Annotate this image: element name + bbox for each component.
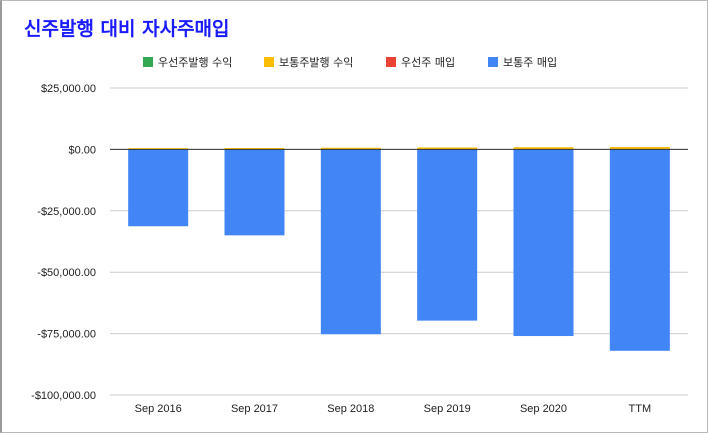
- legend-label-2: 보통주발행 수익: [279, 56, 353, 69]
- legend-swatch-3: [386, 57, 396, 67]
- bar-2-4: [417, 147, 478, 150]
- bar-4-5: [513, 149, 574, 337]
- y-tick-label-4: -$50,000.00: [37, 267, 96, 279]
- legend-swatch-4: [488, 57, 498, 67]
- x-tick-label-2: Sep 2017: [231, 403, 278, 415]
- y-tick-label-1: $25,000.00: [41, 83, 96, 95]
- legend-swatch-1: [143, 57, 153, 67]
- legend-swatch-2: [264, 57, 274, 67]
- bar-2-6: [609, 147, 670, 150]
- y-tick-label-6: -$100,000.00: [31, 390, 96, 402]
- bar-4-6: [609, 149, 670, 351]
- y-tick-label-5: -$75,000.00: [37, 329, 96, 341]
- bar-2-3: [320, 147, 381, 150]
- bar-4-3: [320, 149, 381, 335]
- x-tick-label-1: Sep 2016: [135, 403, 182, 415]
- bar-2-2: [224, 148, 285, 150]
- bar-4-2: [224, 149, 285, 236]
- y-tick-label-2: $0.00: [68, 144, 96, 156]
- bar-4-1: [128, 149, 189, 227]
- chart-title: 신주발행 대비 자사주매입: [24, 18, 230, 40]
- bar-4-4: [417, 149, 478, 321]
- x-tick-label-3: Sep 2018: [327, 403, 374, 415]
- legend-label-1: 우선주발행 수익: [158, 56, 232, 69]
- x-tick-label-5: Sep 2020: [520, 403, 567, 415]
- y-tick-label-3: -$25,000.00: [37, 206, 96, 218]
- legend-label-4: 보통주 매입: [503, 56, 557, 69]
- bar-2-1: [128, 148, 189, 150]
- x-tick-label-6: TTM: [629, 403, 652, 415]
- x-tick-label-4: Sep 2019: [424, 403, 471, 415]
- bar-2-5: [513, 147, 574, 150]
- legend-label-3: 우선주 매입: [401, 56, 455, 69]
